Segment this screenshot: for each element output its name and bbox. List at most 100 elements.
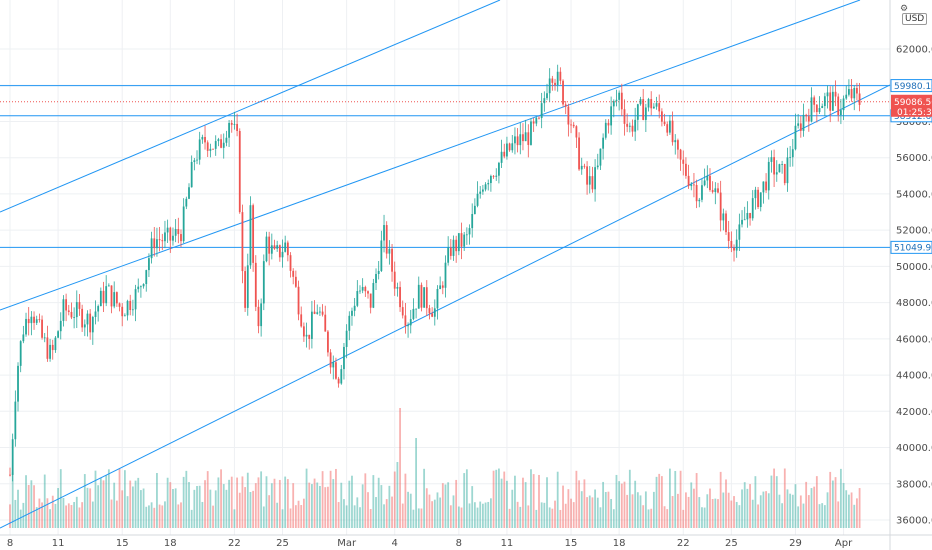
volume-bar (137, 477, 140, 528)
volume-bar (166, 477, 169, 528)
candle-body (527, 132, 530, 145)
time-axis[interactable]: 8 11 15 18 22 25 Mar 4 8 11 15 18 22 25 29 Apr (7, 538, 853, 549)
volume-bar (172, 489, 174, 528)
candle-body (356, 291, 359, 306)
candle-body (121, 306, 124, 317)
volume-bar (538, 474, 540, 528)
volume-bar (148, 505, 150, 528)
volume-bar (113, 482, 116, 528)
candle-body (54, 337, 57, 351)
candle-body (783, 164, 786, 184)
candle-body (607, 122, 610, 126)
y-tick-label: 48000.00 (896, 298, 932, 309)
volume-bar (556, 471, 559, 528)
volume-bar (281, 509, 284, 528)
candle-body (17, 365, 19, 402)
candle-body (115, 292, 118, 304)
candle-body (228, 122, 230, 138)
candle-body (711, 189, 714, 193)
y-tick-label: 36000.00 (896, 516, 932, 527)
volume-bar (105, 475, 108, 528)
y-tick-label: 50000.00 (896, 262, 932, 273)
candle-body (813, 97, 816, 105)
volume-bar (741, 489, 743, 528)
candle-body (359, 290, 361, 292)
volume-bar (377, 477, 380, 528)
candle-body (316, 312, 319, 314)
x-tick-label: 11 (52, 538, 65, 549)
y-tick-label: 44000.00 (896, 371, 932, 382)
volume-bar (316, 482, 319, 528)
x-tick-label: 8 (456, 538, 462, 549)
candle-body (540, 103, 543, 119)
volume-bar (594, 489, 596, 528)
volume-bar (86, 487, 89, 528)
candle-body (236, 123, 238, 132)
candle-body (789, 157, 792, 158)
candle-body (345, 330, 348, 347)
candle-body (94, 311, 97, 317)
volume-bar (345, 505, 348, 528)
candle-body (265, 236, 268, 262)
x-tick-label: 18 (613, 538, 626, 549)
currency-selector[interactable]: ⚙USD (900, 4, 932, 25)
candle-body (35, 319, 38, 323)
candle-body (717, 188, 719, 193)
volume-bar (185, 470, 188, 528)
volume-bar (762, 491, 765, 528)
candle-body (190, 161, 193, 188)
volume-bar (388, 485, 391, 528)
candle-body (604, 122, 607, 138)
candle-body (11, 439, 14, 475)
volume-bar (412, 509, 415, 528)
y-tick-label: 58000.00 (896, 117, 932, 128)
volume-bar (623, 481, 626, 528)
volume-bar (805, 481, 808, 528)
candle-body (786, 157, 789, 184)
candle-body (62, 299, 65, 321)
volume-bar (850, 492, 853, 528)
candle-body (91, 316, 94, 333)
volume-bar (628, 469, 631, 528)
volume-bar (59, 469, 62, 528)
volume-bar (91, 501, 94, 528)
volume-bar (233, 509, 236, 528)
candle-body (225, 137, 228, 143)
candle-body (492, 175, 495, 177)
candle-body (655, 103, 658, 107)
candle-body (767, 161, 770, 191)
volume-bar (813, 486, 816, 528)
volume-bar (786, 489, 789, 528)
candle-body (775, 172, 778, 175)
candle-body (329, 352, 332, 368)
candle-body (690, 184, 693, 187)
currency-label[interactable]: USD (902, 13, 928, 25)
candle-body (594, 167, 596, 190)
volume-bar (650, 508, 653, 528)
volume-bar (244, 487, 247, 528)
candle-body (759, 192, 762, 208)
settings-icon[interactable]: ⚙ (900, 4, 909, 14)
candle-body (182, 206, 185, 242)
volume-bar (738, 505, 741, 528)
candle-body (460, 233, 463, 247)
volume-bar (70, 505, 73, 528)
volume-bar (562, 485, 564, 528)
volume-bar (612, 509, 615, 528)
volume-bar (679, 470, 682, 528)
volume-bar (546, 477, 548, 528)
volume-bar (695, 473, 698, 528)
volume-bar (359, 507, 361, 528)
candle-body (67, 310, 70, 312)
candle-body (102, 290, 105, 304)
candle-body (409, 319, 412, 326)
candle-body (583, 165, 586, 167)
candle-body (821, 106, 824, 109)
candle-body (286, 242, 289, 256)
candle-body (773, 157, 775, 175)
volume-bar (540, 502, 543, 528)
candle-body (43, 337, 46, 339)
candle-body (842, 98, 845, 111)
